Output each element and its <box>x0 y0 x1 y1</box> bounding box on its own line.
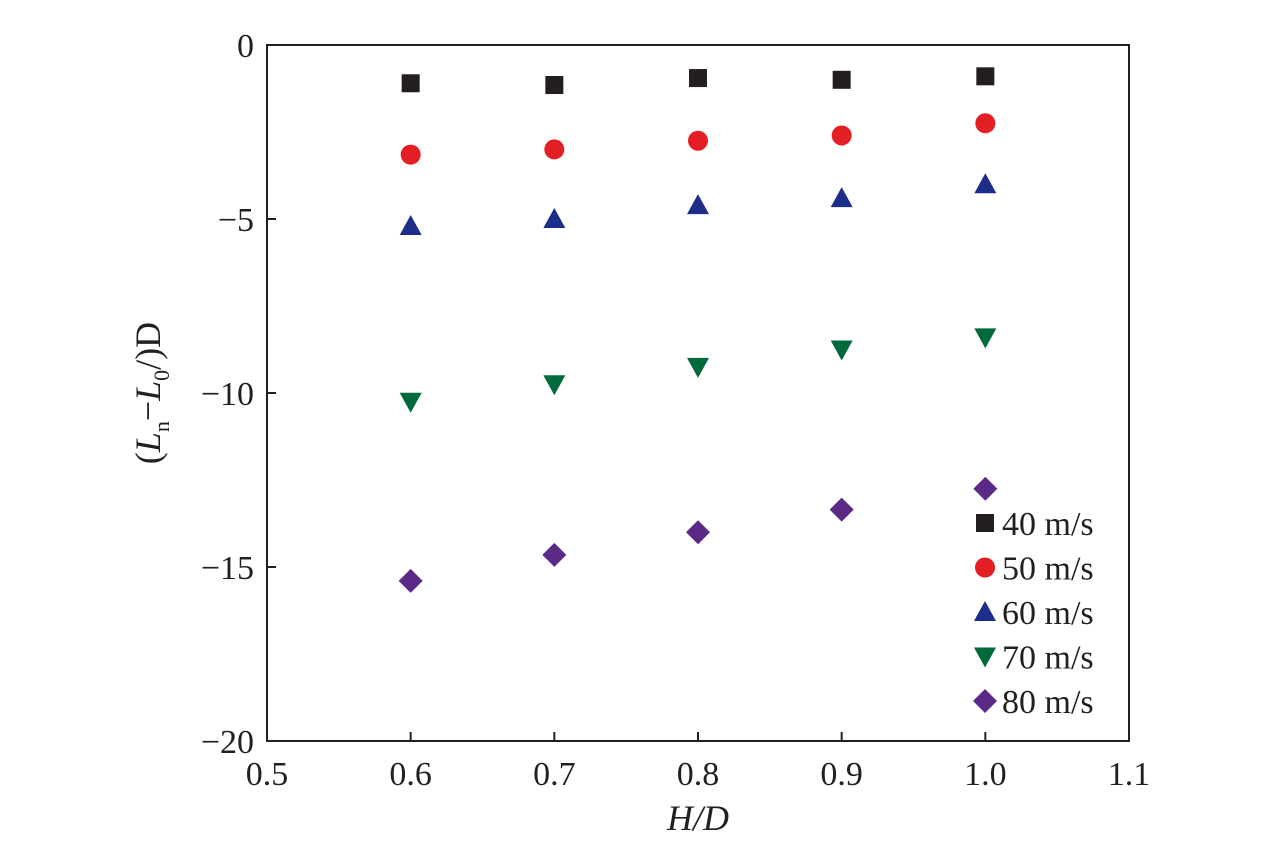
data-point-triangle-down <box>687 357 709 378</box>
x-tick-label: 0.8 <box>677 756 720 793</box>
legend-label: 50 m/s <box>1002 551 1094 588</box>
data-point-triangle-up <box>830 187 853 208</box>
legend-label: 80 m/s <box>1002 684 1094 721</box>
y-title-sub1: n <box>149 421 174 432</box>
y-title-l1: L <box>128 432 168 453</box>
data-point-square <box>832 70 851 89</box>
legend-label: 60 m/s <box>1002 595 1094 632</box>
data-point-triangle-up <box>399 214 422 235</box>
data-points <box>398 67 998 593</box>
y-tick-label: −15 <box>201 550 254 587</box>
y-tick-label: −5 <box>218 202 254 239</box>
y-axis-title: (Ln−L0/)D <box>128 322 174 464</box>
data-point-triangle-up <box>687 194 709 215</box>
x-tick-label: 0.9 <box>820 756 863 793</box>
data-point-circle <box>831 125 852 146</box>
legend-marker-square <box>976 514 994 532</box>
x-tick-label: 0.7 <box>533 756 576 793</box>
y-title-sub2: 0 <box>149 370 174 381</box>
data-point-diamond <box>686 520 710 545</box>
data-point-triangle-down <box>543 375 566 396</box>
data-point-triangle-up <box>974 173 997 194</box>
y-title-minus: − <box>128 401 168 421</box>
data-point-triangle-down <box>974 328 997 349</box>
data-point-square <box>976 67 995 86</box>
data-point-diamond <box>542 542 567 567</box>
data-point-triangle-down <box>830 340 853 361</box>
legend-marker-circle <box>975 557 995 578</box>
legend: 40 m/s 50 m/s 60 m/s 70 m/s 80 m/s <box>973 506 1094 721</box>
axis-ticks: 0.5 0.6 0.7 0.8 0.9 1.0 1.1 0 −5 −10 −15 −20 <box>201 28 1150 793</box>
x-tick-label: 0.5 <box>246 756 289 793</box>
x-axis-title: H/D <box>666 798 729 838</box>
y-title-close: /)D <box>128 322 168 370</box>
data-point-circle <box>975 113 996 134</box>
data-point-square <box>545 76 564 95</box>
x-tick-label: 1.0 <box>964 756 1007 793</box>
data-point-diamond <box>398 568 423 593</box>
data-point-circle <box>688 130 708 151</box>
data-point-circle <box>400 144 421 165</box>
data-point-square <box>401 74 420 93</box>
y-tick-label: −20 <box>201 724 254 761</box>
y-title-l2: L <box>128 381 168 402</box>
data-point-square <box>689 69 707 88</box>
legend-marker-triangle-up <box>974 601 996 621</box>
legend-label: 40 m/s <box>1002 506 1094 543</box>
data-point-diamond <box>973 476 998 501</box>
legend-label: 70 m/s <box>1002 640 1094 677</box>
data-point-triangle-up <box>543 208 566 228</box>
legend-marker-diamond <box>973 689 997 713</box>
data-point-circle <box>544 139 565 160</box>
x-tick-label: 1.1 <box>1108 756 1151 793</box>
x-tick-label: 0.6 <box>389 756 432 793</box>
y-tick-label: −10 <box>201 376 254 413</box>
data-point-triangle-down <box>399 392 422 413</box>
data-point-diamond <box>829 497 854 522</box>
y-title-open-paren: ( <box>128 452 168 464</box>
y-tick-label: 0 <box>237 28 254 65</box>
legend-marker-triangle-down <box>974 647 996 668</box>
